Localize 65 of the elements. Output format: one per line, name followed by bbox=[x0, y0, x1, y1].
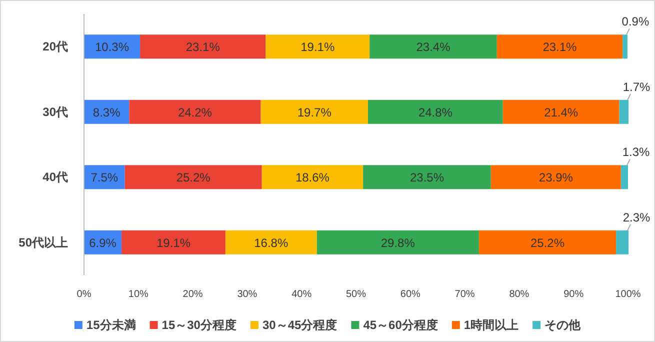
data-label: 24.8% bbox=[418, 105, 453, 120]
bar bbox=[616, 230, 629, 254]
data-label: 23.9% bbox=[538, 170, 574, 185]
bar bbox=[620, 165, 628, 190]
data-label: 25.2% bbox=[176, 170, 211, 185]
data-label: 23.5% bbox=[410, 170, 444, 185]
x-tick-label: 10% bbox=[128, 289, 149, 300]
data-label: 21.4% bbox=[544, 105, 578, 120]
bar bbox=[140, 34, 266, 59]
data-label: 18.6% bbox=[295, 170, 330, 185]
legend-label: 15分未満 bbox=[86, 318, 136, 332]
bar bbox=[260, 100, 368, 124]
x-tick-label: 100% bbox=[615, 289, 641, 300]
data-label: 25.2% bbox=[530, 236, 565, 250]
bar bbox=[122, 230, 226, 254]
bar bbox=[262, 165, 364, 190]
data-label: 23.1% bbox=[186, 40, 220, 54]
legend-label: 15～30分程度 bbox=[162, 318, 236, 332]
x-tick-label: 0% bbox=[76, 289, 92, 300]
y-tick-label: 40代 bbox=[42, 170, 68, 184]
y-tick-label: 50代以上 bbox=[18, 235, 68, 250]
x-tick-label: 20% bbox=[182, 289, 203, 300]
legend-label: 1時間以上 bbox=[464, 318, 519, 332]
bar bbox=[124, 165, 262, 190]
x-tick-label: 30% bbox=[237, 289, 258, 300]
bar bbox=[496, 34, 623, 59]
data-label: 1.3% bbox=[622, 145, 650, 160]
data-label: 7.5% bbox=[90, 170, 118, 185]
y-tick-label: 30代 bbox=[42, 104, 68, 119]
bar bbox=[316, 230, 479, 254]
legend-label: 45～60分程度 bbox=[363, 318, 438, 332]
bar bbox=[266, 34, 370, 59]
bar bbox=[490, 165, 621, 190]
x-tick-label: 70% bbox=[454, 289, 475, 300]
data-label: 1.7% bbox=[622, 80, 651, 94]
data-label: 23.1% bbox=[542, 40, 578, 54]
data-label: 19.1% bbox=[156, 236, 191, 250]
bar bbox=[363, 165, 491, 190]
data-label: 29.8% bbox=[380, 236, 416, 250]
bar bbox=[619, 100, 629, 124]
data-label: 24.2% bbox=[178, 105, 212, 120]
x-tick-label: 60% bbox=[400, 289, 421, 300]
data-label: 19.7% bbox=[297, 105, 332, 120]
data-label: 0.9% bbox=[622, 14, 650, 29]
bar bbox=[622, 34, 628, 59]
bar bbox=[370, 34, 497, 59]
data-label: 8.3% bbox=[92, 105, 121, 120]
data-label: 2.3% bbox=[622, 210, 651, 224]
data-label: 10.3% bbox=[95, 40, 130, 54]
legend-label: 30～45分程度 bbox=[262, 318, 338, 332]
legend-label: その他 bbox=[544, 318, 582, 332]
x-tick-label: 80% bbox=[509, 289, 530, 300]
x-tick-label: 90% bbox=[564, 289, 584, 300]
data-label: 16.8% bbox=[254, 236, 288, 250]
bar bbox=[368, 100, 503, 124]
y-tick-label: 20代 bbox=[42, 40, 68, 54]
data-label: 19.1% bbox=[300, 40, 335, 54]
bar bbox=[225, 230, 317, 254]
bar bbox=[502, 100, 620, 124]
x-tick-label: 40% bbox=[292, 289, 312, 300]
x-tick-label: 50% bbox=[346, 289, 366, 300]
bar bbox=[478, 230, 616, 254]
data-label: 23.4% bbox=[416, 40, 451, 54]
bar bbox=[129, 100, 261, 124]
data-label: 6.9% bbox=[89, 236, 117, 250]
